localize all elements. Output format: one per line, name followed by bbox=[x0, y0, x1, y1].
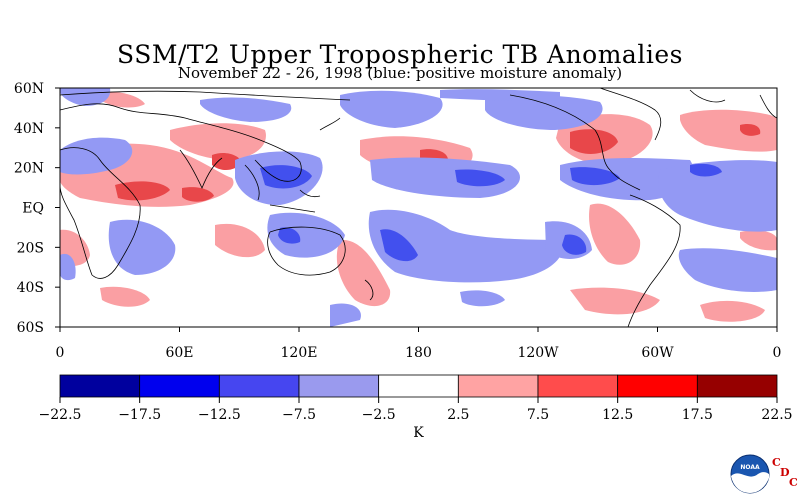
lon-label: 60E bbox=[165, 345, 193, 361]
lon-label: 0 bbox=[773, 345, 782, 361]
lat-label: 60N bbox=[14, 81, 44, 97]
colorbar-tick-label: 17.5 bbox=[682, 407, 713, 423]
colorbar-swatch bbox=[59, 374, 141, 398]
anomaly-positive bbox=[100, 286, 150, 307]
anomaly-negative bbox=[340, 90, 443, 128]
anomaly-negative-strong bbox=[260, 165, 312, 189]
coastline bbox=[689, 89, 726, 103]
colorbar-tick-label: 2.5 bbox=[447, 407, 469, 423]
anomaly-positive bbox=[170, 123, 266, 160]
anomaly-negative-strong bbox=[380, 229, 418, 262]
chart-subtitle: November 22 - 26, 1998 (blue: positive m… bbox=[177, 64, 623, 82]
lat-label: 60S bbox=[17, 320, 44, 336]
anomaly-negative bbox=[370, 157, 520, 198]
colorbar-tick-label: 12.5 bbox=[602, 407, 633, 423]
anomaly-positive bbox=[215, 223, 265, 258]
colorbar-swatch bbox=[298, 374, 380, 398]
coastline bbox=[59, 103, 302, 182]
anomaly-negative-strong bbox=[455, 169, 505, 187]
anomaly-negative bbox=[60, 253, 76, 281]
coastline bbox=[599, 87, 662, 141]
lat-label: 40S bbox=[17, 280, 44, 296]
anomaly-negative bbox=[200, 97, 292, 122]
anomaly-negative bbox=[108, 219, 176, 275]
lat-label: 20N bbox=[14, 161, 44, 177]
lat-label: 40N bbox=[14, 121, 44, 137]
colorbar: −22.5 −17.5 −12.5 −7.5 −2.5 2.5 7.5 12.5 17.5 22.… bbox=[39, 374, 793, 441]
anomaly-positive-strong bbox=[115, 181, 170, 201]
coastline bbox=[244, 164, 321, 213]
lat-axis: 60N 40N 20N EQ 20S 40S 60S bbox=[14, 81, 60, 336]
anomaly-positive bbox=[336, 239, 391, 307]
anomaly-positive-strong bbox=[570, 129, 618, 154]
coastlines bbox=[59, 87, 778, 328]
anomaly-negative bbox=[678, 248, 777, 292]
cdc-letter: D bbox=[780, 466, 790, 479]
anomaly-negative bbox=[60, 137, 133, 175]
lon-label: 180 bbox=[405, 345, 432, 361]
colorbar-swatch bbox=[378, 374, 459, 398]
chart-title: SSM/T2 Upper Tropospheric TB Anomalies bbox=[117, 40, 683, 69]
logo-text: NOAA bbox=[740, 464, 760, 471]
anomaly-negative bbox=[440, 89, 560, 101]
colorbar-tick-label: 22.5 bbox=[761, 407, 792, 423]
lat-label: 20S bbox=[17, 240, 44, 256]
coastline bbox=[59, 90, 351, 101]
anomaly-negative-strong bbox=[562, 234, 587, 255]
coastline bbox=[627, 194, 681, 328]
coastline bbox=[759, 94, 778, 119]
anomaly-negative-strong bbox=[690, 163, 722, 177]
colorbar-swatch bbox=[537, 374, 619, 398]
coastline bbox=[179, 149, 223, 190]
colorbar-swatch bbox=[457, 374, 539, 398]
anomaly-positive bbox=[740, 230, 777, 251]
colorbar-unit: K bbox=[413, 425, 424, 441]
anomaly-negative bbox=[267, 212, 345, 258]
anomaly-positive bbox=[100, 91, 145, 108]
anomaly-positive-strong bbox=[740, 124, 761, 136]
anomaly-negative bbox=[485, 95, 603, 130]
anomaly-negative-strong bbox=[278, 227, 301, 244]
lon-label: 60W bbox=[641, 345, 674, 361]
colorbar-tick-label: −7.5 bbox=[282, 407, 316, 423]
colorbar-swatch bbox=[696, 374, 778, 398]
anomaly-positive bbox=[570, 287, 660, 315]
coastline bbox=[267, 226, 346, 276]
cdc-letter: C bbox=[789, 476, 798, 489]
anomaly-negative bbox=[330, 303, 361, 327]
colorbar-swatch bbox=[617, 374, 698, 398]
coastline bbox=[319, 117, 341, 131]
lon-label: 0 bbox=[56, 345, 65, 361]
anomaly-negative bbox=[368, 209, 563, 283]
anomaly-negative bbox=[658, 160, 777, 232]
colorbar-tick-label: −2.5 bbox=[362, 407, 396, 423]
coastline bbox=[509, 94, 641, 191]
map-panel: 60N 40N 20N EQ 20S 40S 60S 0 60E 120E 180 120W 60W 0 bbox=[14, 81, 782, 361]
lon-label: 120W bbox=[517, 345, 559, 361]
lon-label: 120E bbox=[281, 345, 318, 361]
colorbar-tick-label: −22.5 bbox=[39, 407, 82, 423]
anomaly-negative-strong bbox=[570, 167, 620, 186]
colorbar-swatch bbox=[218, 374, 300, 398]
anomaly-positive-strong bbox=[182, 187, 214, 202]
cdc-letter: C bbox=[772, 456, 781, 469]
coastline bbox=[59, 147, 141, 279]
colorbar-swatch bbox=[139, 374, 220, 398]
colorbar-tick-label: 7.5 bbox=[527, 407, 549, 423]
coastline bbox=[364, 279, 374, 301]
anomaly-positive bbox=[589, 203, 641, 265]
lon-axis: 0 60E 120E 180 120W 60W 0 bbox=[56, 327, 782, 361]
colorbar-tick-label: −17.5 bbox=[118, 407, 161, 423]
lat-label: EQ bbox=[22, 201, 44, 217]
colorbar-tick-label: −12.5 bbox=[198, 407, 241, 423]
noaa-logo: NOAA bbox=[730, 454, 770, 494]
anomaly-negative bbox=[460, 290, 505, 307]
anomaly-field bbox=[60, 88, 777, 327]
anomaly-positive bbox=[700, 300, 765, 322]
anomaly-positive bbox=[680, 109, 777, 152]
anomaly-positive-strong bbox=[212, 152, 242, 171]
